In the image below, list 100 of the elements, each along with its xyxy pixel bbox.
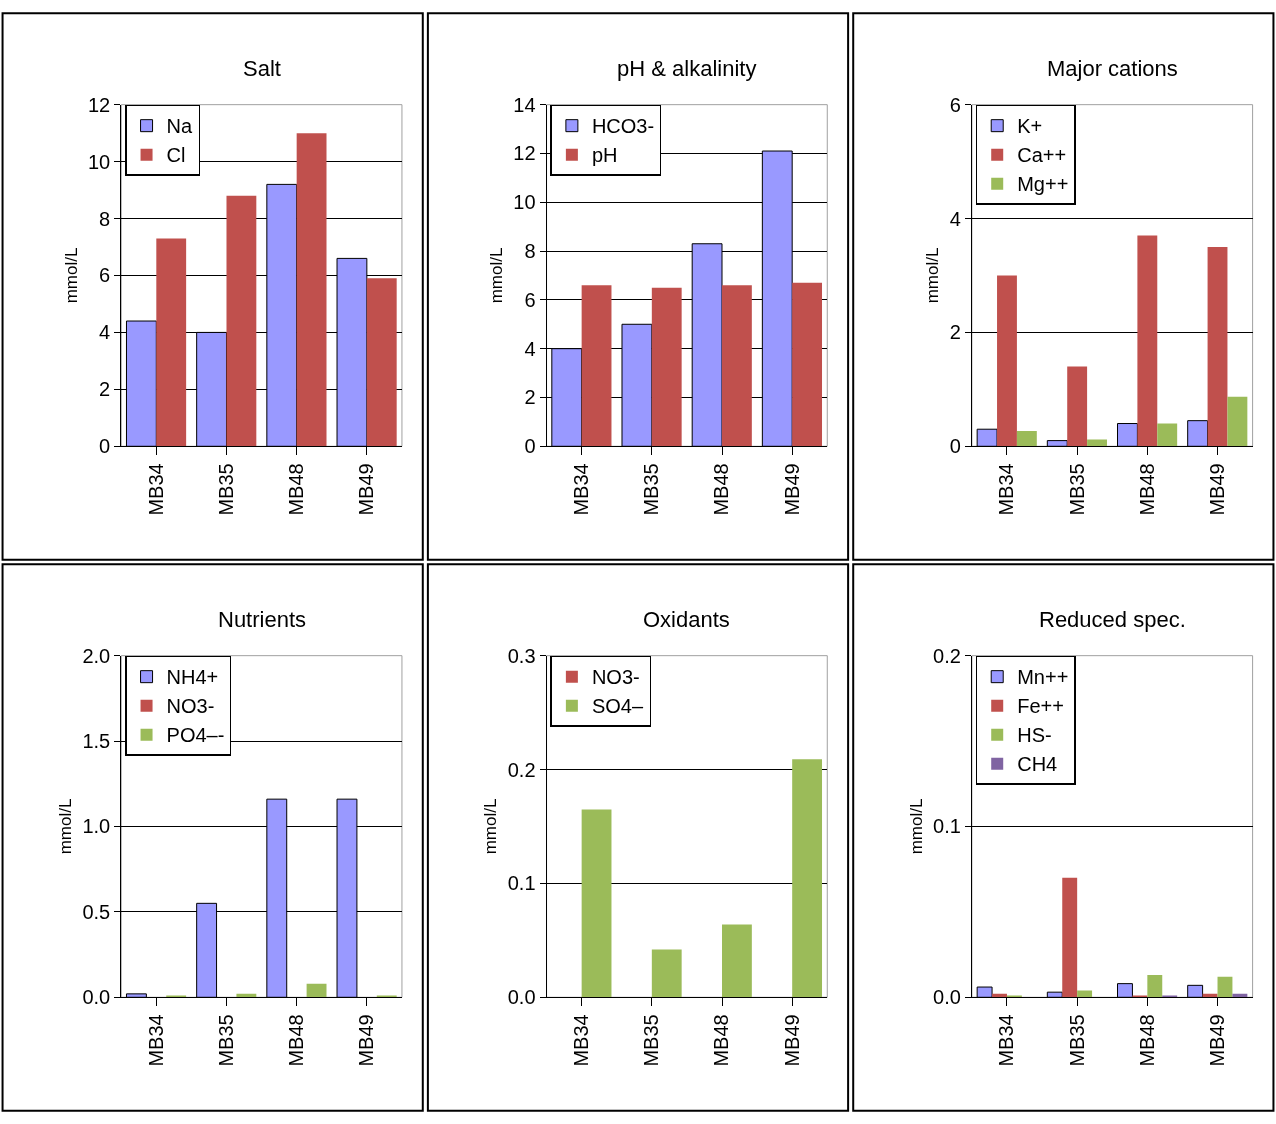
bar: [792, 759, 823, 998]
y-tick-label: 1.5: [82, 730, 111, 753]
bar: [722, 924, 752, 998]
legend-label: Mn++: [1017, 666, 1069, 689]
y-tick-label: 12: [87, 93, 111, 116]
y-tick-label: 6: [949, 93, 961, 116]
bar: [792, 282, 823, 447]
x-tick-label: MB34: [570, 1014, 593, 1067]
legend-label: HS-: [1017, 724, 1052, 747]
y-tick-label: 0.3: [507, 644, 536, 667]
y-tick-label: 0: [524, 435, 536, 458]
y-tick-label: 0: [949, 435, 961, 458]
bar: [651, 287, 682, 447]
bar: [156, 238, 187, 447]
bar: [581, 809, 612, 998]
y-tick-label: 0.0: [82, 986, 111, 1009]
y-tick-label: 0.0: [933, 986, 961, 1009]
x-tick-label: MB34: [570, 463, 593, 516]
x-tick-label: MB34: [995, 1014, 1018, 1067]
legend-label: NO3-: [591, 666, 640, 689]
x-tick-label: MB35: [640, 1014, 663, 1067]
bar: [1062, 877, 1078, 998]
y-axis-title: mmol/L: [55, 798, 75, 855]
bar: [1207, 247, 1228, 447]
legend-label: Na: [166, 115, 193, 138]
bar: [1067, 366, 1088, 447]
chart-title: Oxidants: [643, 607, 730, 632]
bar: [226, 195, 257, 447]
y-axis-title: mmol/L: [486, 247, 506, 304]
x-tick-label: MB49: [780, 463, 803, 516]
y-axis-title: mmol/L: [481, 798, 501, 855]
y-tick-label: 4: [524, 337, 536, 360]
x-tick-label: MB48: [710, 463, 733, 516]
legend-label: NH4+: [166, 666, 219, 689]
y-tick-label: 4: [949, 207, 961, 230]
y-axis-title: mmol/L: [923, 247, 943, 304]
y-tick-label: 10: [87, 150, 111, 173]
y-tick-label: 0.5: [82, 900, 111, 923]
bar: [1227, 396, 1248, 447]
x-tick-label: MB35: [214, 1014, 237, 1067]
x-tick-label: MB34: [995, 463, 1018, 516]
bar: [581, 285, 612, 447]
y-tick-label: 6: [524, 288, 536, 311]
y-tick-label: 0.2: [933, 644, 961, 667]
y-tick-label: 0.1: [507, 872, 536, 895]
x-tick-label: MB49: [1206, 1014, 1229, 1067]
chart-title: pH & alkalinity: [617, 56, 757, 81]
x-tick-label: MB49: [355, 463, 378, 516]
legend-label: HCO3-: [591, 115, 655, 138]
x-tick-label: MB48: [710, 1014, 733, 1067]
bar: [296, 133, 327, 447]
chart-title: Salt: [243, 56, 281, 81]
legend-label: Mg++: [1017, 173, 1069, 196]
x-tick-label: MB49: [780, 1014, 803, 1067]
x-tick-label: MB34: [144, 1014, 167, 1067]
x-tick-label: MB48: [285, 1014, 308, 1067]
x-tick-label: MB35: [640, 463, 663, 516]
chart-title: Major cations: [1047, 56, 1178, 81]
y-tick-label: 2: [524, 386, 536, 409]
y-tick-label: 4: [99, 321, 111, 344]
x-tick-label: MB35: [214, 463, 237, 516]
chart-title: Reduced spec.: [1039, 607, 1186, 632]
y-tick-label: 0.0: [507, 986, 536, 1009]
y-tick-label: 6: [99, 264, 111, 287]
y-tick-label: 8: [524, 240, 536, 263]
bar: [722, 285, 752, 447]
bar: [1077, 990, 1093, 998]
bar: [1087, 439, 1107, 447]
bar: [1137, 235, 1158, 447]
bar: [1016, 430, 1037, 447]
y-tick-label: 0.1: [933, 815, 961, 838]
x-tick-label: MB34: [144, 463, 167, 516]
bar: [306, 983, 327, 998]
legend-label: Ca++: [1017, 144, 1067, 167]
legend-label: CH4: [1017, 753, 1058, 776]
y-tick-label: 1.0: [82, 815, 111, 838]
bar: [1157, 423, 1178, 447]
y-axis-title: mmol/L: [906, 798, 926, 855]
x-tick-label: MB49: [1206, 463, 1229, 516]
bar: [1147, 975, 1163, 998]
y-tick-label: 12: [513, 142, 536, 165]
legend-label: Cl: [166, 144, 186, 167]
legend-label: K+: [1017, 115, 1043, 138]
legend-label: NO3-: [166, 695, 215, 718]
y-tick-label: 2: [99, 378, 111, 401]
y-tick-label: 0.2: [507, 758, 536, 781]
y-tick-label: 2: [949, 321, 961, 344]
y-tick-label: 0: [99, 435, 111, 458]
y-tick-label: 2.0: [82, 644, 111, 667]
legend-label: Fe++: [1017, 695, 1064, 718]
x-tick-label: MB48: [1135, 463, 1158, 516]
y-tick-label: 8: [99, 207, 111, 230]
y-tick-label: 10: [513, 191, 536, 214]
bar: [997, 275, 1017, 447]
legend-label: PO4–-: [166, 724, 225, 747]
legend-label: SO4–: [591, 695, 644, 718]
y-tick-label: 14: [513, 93, 536, 116]
x-tick-label: MB35: [1065, 463, 1088, 516]
x-tick-label: MB35: [1065, 1014, 1088, 1067]
bar: [651, 949, 682, 998]
